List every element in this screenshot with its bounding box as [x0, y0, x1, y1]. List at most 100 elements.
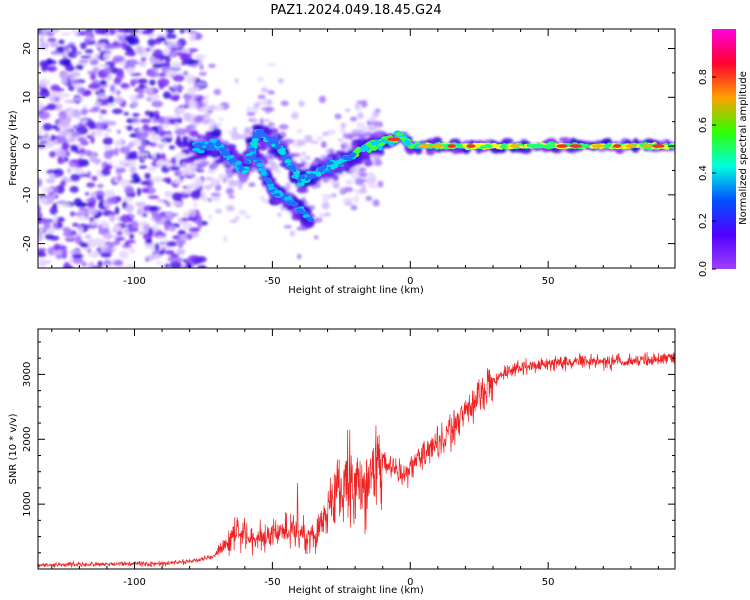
- spectrogram-noise-blob: [58, 92, 71, 98]
- spectrogram-noise-blob: [202, 94, 210, 99]
- spectrogram-noise-blob: [124, 241, 130, 247]
- spectrogram-noise-blob: [77, 215, 87, 221]
- spectrogram-noise-blob: [349, 116, 358, 122]
- spectrogram-ridge-blob: [414, 145, 419, 149]
- snr-y-tick-label: 2000: [22, 427, 33, 452]
- spectrogram-noise-blob: [38, 248, 47, 252]
- spectrogram-noise-blob: [131, 117, 140, 123]
- spectrogram-noise-blob: [170, 201, 183, 206]
- spectrogram-noise-blob: [138, 165, 148, 169]
- spectrogram-noise-blob: [89, 216, 95, 222]
- spectrogram-noise-blob: [198, 71, 208, 76]
- spectrogram-noise-blob: [125, 45, 132, 53]
- spectrogram-noise-blob: [80, 42, 87, 50]
- spectrogram-noise-blob: [115, 167, 127, 173]
- spectrogram-noise-blob: [50, 50, 61, 55]
- spectrogram-noise-blob: [169, 165, 181, 171]
- spectrogram-noise-blob: [99, 79, 108, 86]
- spectrogram-noise-blob: [98, 64, 110, 68]
- spectrogram-noise-blob: [348, 168, 359, 172]
- spectrogram-noise-blob: [99, 109, 108, 115]
- spectrogram-frame: [37, 28, 676, 269]
- spectrogram-noise-blob: [318, 95, 327, 104]
- spectrogram-noise-blob: [92, 67, 100, 71]
- spectrogram-noise-blob: [234, 216, 240, 220]
- spectrogram-noise-blob: [49, 150, 57, 158]
- spectrogram-noise-blob: [90, 131, 96, 137]
- spectrogram-noise-blob: [201, 99, 209, 104]
- spectrogram-noise-blob: [156, 152, 161, 161]
- spectrogram-noise-blob: [42, 123, 53, 131]
- spectrogram-peak-blob: [510, 144, 521, 148]
- spectrogram-noise-blob: [114, 206, 120, 215]
- spectrogram-noise-blob: [280, 100, 289, 106]
- spectrogram-noise-blob: [138, 221, 148, 227]
- spectrogram-noise-blob: [165, 202, 171, 207]
- spectrogram-noise-blob: [172, 178, 184, 185]
- spectrogram-noise-blob: [38, 89, 51, 98]
- spectrogram-noise-blob: [104, 221, 110, 228]
- spectrogram-noise-blob: [139, 118, 152, 124]
- spectrogram-noise-blob: [53, 214, 58, 223]
- spectrogram-noise-blob: [148, 71, 160, 78]
- spectrogram-noise-blob: [185, 74, 197, 83]
- spectrogram-noise-blob: [343, 186, 354, 193]
- spectrogram-noise-blob: [46, 65, 58, 72]
- spectrogram-noise-blob: [176, 248, 186, 255]
- spectrogram-band-blob: [425, 147, 436, 156]
- spectrogram-noise-blob: [353, 195, 360, 204]
- spectrogram-noise-blob: [51, 125, 59, 130]
- spectrogram-ridge-blob: [404, 139, 410, 145]
- spectrogram-noise-blob: [114, 96, 124, 105]
- spectrogram-ridge-blob: [304, 176, 310, 181]
- spectrogram-noise-blob: [91, 106, 101, 111]
- spectrogram-noise-blob: [75, 64, 84, 70]
- spectrogram-ridge-blob: [258, 129, 265, 132]
- spectrogram-noise-blob: [169, 260, 182, 268]
- spectrogram-noise-blob: [174, 170, 181, 177]
- spectrogram-noise-blob: [163, 133, 174, 138]
- spectrogram-band-blob: [617, 149, 624, 154]
- spectrogram-noise-blob: [55, 200, 65, 205]
- spectrogram-noise-blob: [330, 179, 340, 185]
- spectrogram-noise-blob: [59, 71, 70, 79]
- spectrogram-noise-blob: [321, 201, 330, 210]
- spectrogram-noise-blob: [80, 108, 88, 116]
- spectrogram-noise-blob: [103, 189, 116, 199]
- snr-x-tick-label: 50: [542, 577, 555, 588]
- spectrogram-noise-blob: [45, 178, 55, 184]
- spectrogram-noise-blob: [83, 38, 92, 43]
- spectrogram-ridge-blob: [206, 146, 212, 151]
- spectrogram-ridge-blob: [251, 153, 257, 158]
- spectrogram-noise-blob: [265, 155, 275, 160]
- spectrogram-noise-blob: [171, 61, 182, 70]
- spectrogram-noise-blob: [111, 258, 116, 262]
- spectrogram-noise-blob: [165, 211, 175, 218]
- spectrogram-noise-blob: [45, 135, 52, 144]
- spectrogram-noise-blob: [197, 220, 202, 229]
- spectrogram-noise-blob: [112, 259, 124, 266]
- spectrogram-noise-blob: [127, 151, 138, 160]
- spectrogram-peak-blob: [387, 137, 401, 142]
- spectrogram-noise-blob: [39, 60, 51, 68]
- spectrogram-band-blob: [233, 152, 241, 159]
- spectrogram-noise-blob: [108, 122, 116, 127]
- spectrogram-noise-blob: [197, 108, 205, 113]
- spectrogram-noise-blob: [60, 180, 66, 187]
- spectrogram-noise-blob: [360, 183, 367, 189]
- spectrogram-noise-blob: [103, 45, 116, 50]
- snr-x-tick-label: 0: [407, 577, 413, 588]
- spectrogram-noise-blob: [229, 219, 238, 223]
- spectrogram-y-tick-label: -20: [22, 235, 33, 251]
- figure-title: PAZ1.2024.049.18.45.G24: [270, 3, 441, 18]
- spectrogram-ridge-blob: [305, 216, 314, 220]
- spectrogram-noise-blob: [187, 165, 193, 172]
- spectrogram-noise-blob: [171, 156, 177, 165]
- spectrogram-noise-blob: [203, 184, 213, 190]
- spectrogram-noise-blob: [55, 254, 63, 260]
- spectrogram-noise-blob: [373, 159, 383, 166]
- spectrogram-noise-blob: [166, 42, 176, 46]
- spectrogram-ridge-blob: [543, 144, 551, 149]
- spectrogram-band-blob: [318, 160, 328, 166]
